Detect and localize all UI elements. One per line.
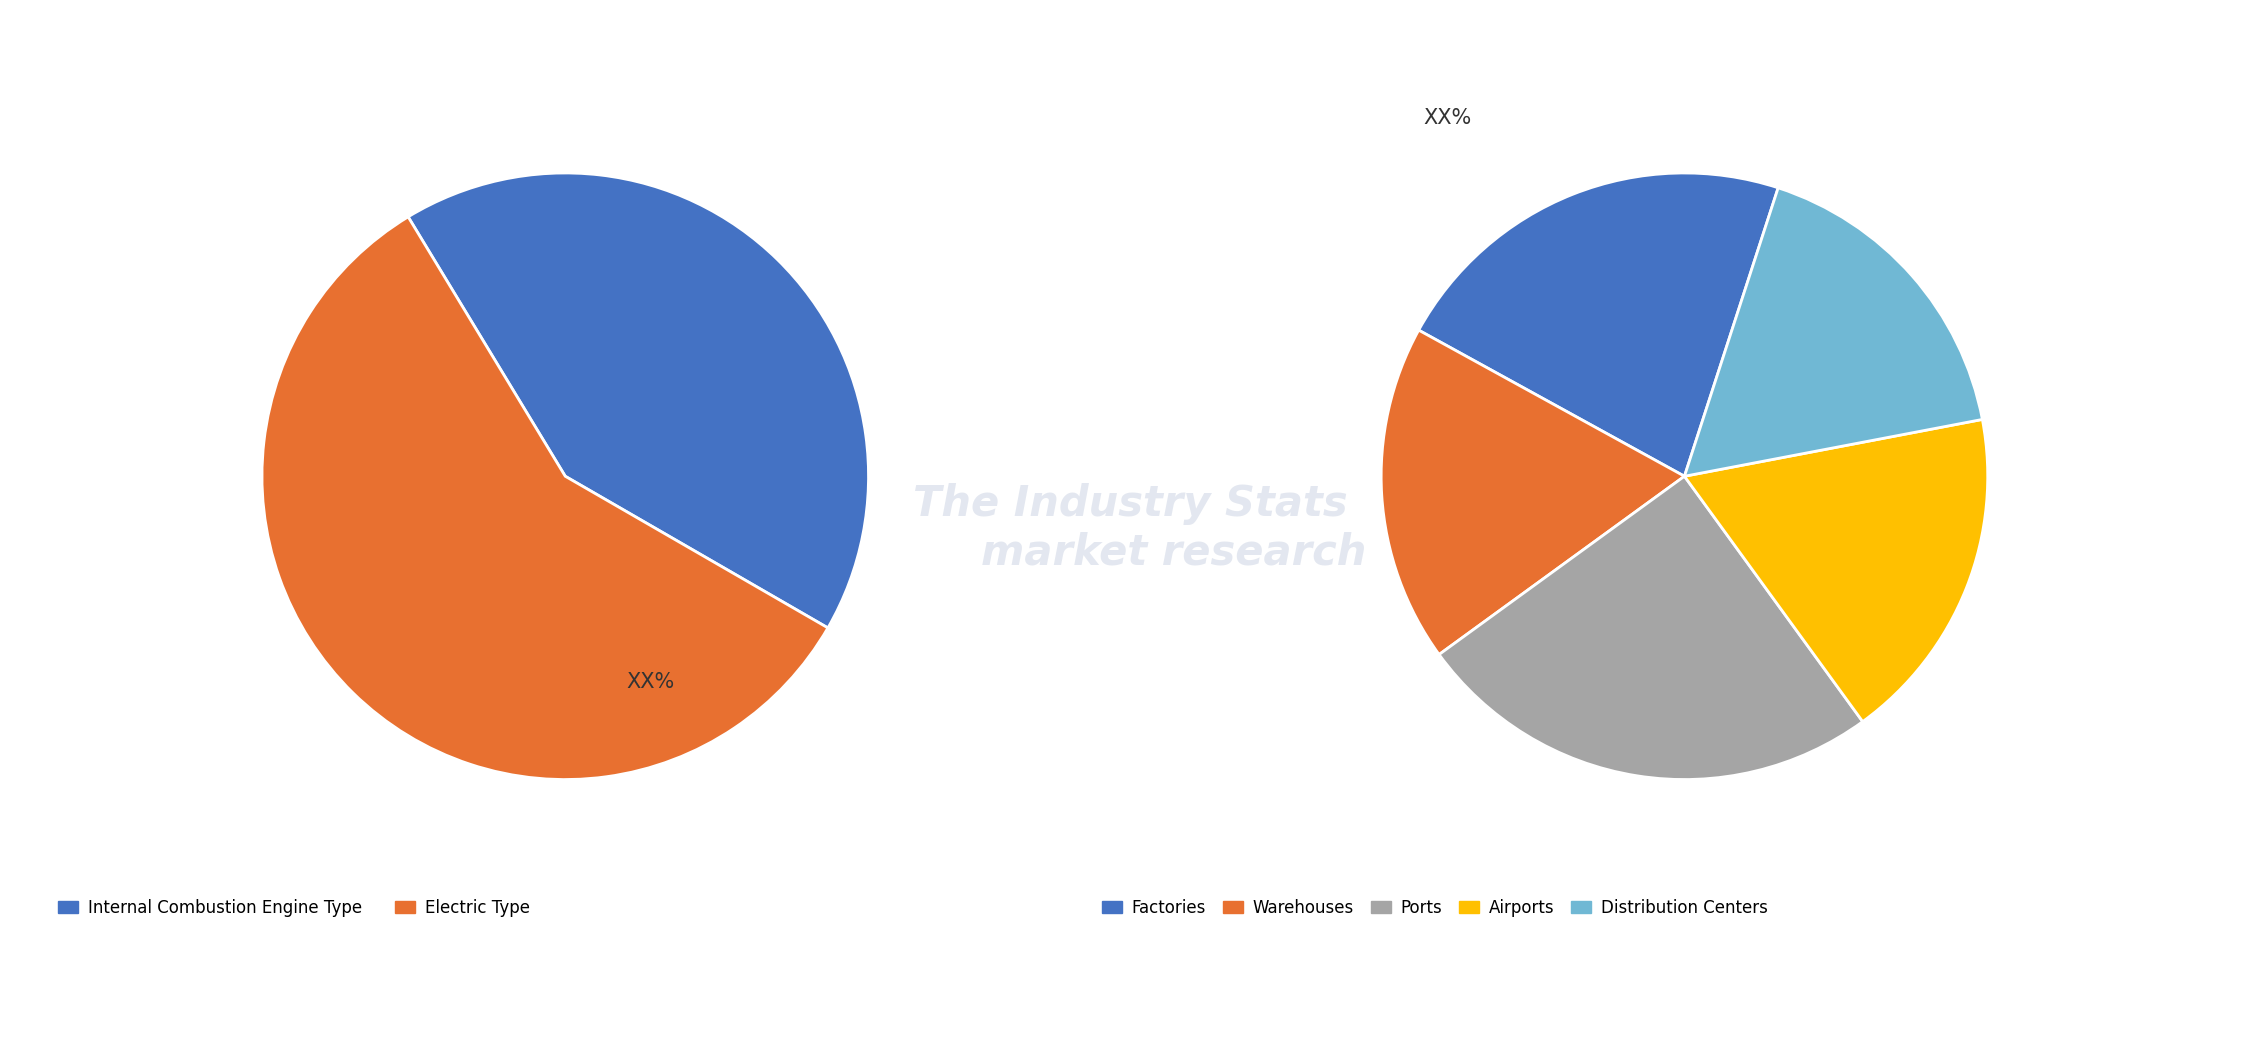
Text: The Industry Stats
      market research: The Industry Stats market research xyxy=(895,483,1366,573)
Wedge shape xyxy=(409,173,868,628)
Text: XX%: XX% xyxy=(626,673,674,693)
Text: Source: Theindustrystats Analysis: Source: Theindustrystats Analysis xyxy=(34,999,380,1018)
Text: Fig. Global Forklift  Market Share by Product Types & Application: Fig. Global Forklift Market Share by Pro… xyxy=(34,46,1056,74)
Wedge shape xyxy=(262,216,828,779)
Text: Email: sales@theindustrystats.com: Email: sales@theindustrystats.com xyxy=(952,999,1309,1018)
Text: XX%: XX% xyxy=(1424,109,1472,129)
Wedge shape xyxy=(1418,173,1777,476)
Legend: Internal Combustion Engine Type, Electric Type: Internal Combustion Engine Type, Electri… xyxy=(50,892,536,924)
Legend: Factories, Warehouses, Ports, Airports, Distribution Centers: Factories, Warehouses, Ports, Airports, … xyxy=(1094,892,1775,924)
Wedge shape xyxy=(1438,476,1863,779)
Wedge shape xyxy=(1684,419,1987,721)
Wedge shape xyxy=(1381,331,1684,655)
Text: Website: www.theindustrystats.com: Website: www.theindustrystats.com xyxy=(1859,999,2227,1018)
Wedge shape xyxy=(1684,188,1983,476)
